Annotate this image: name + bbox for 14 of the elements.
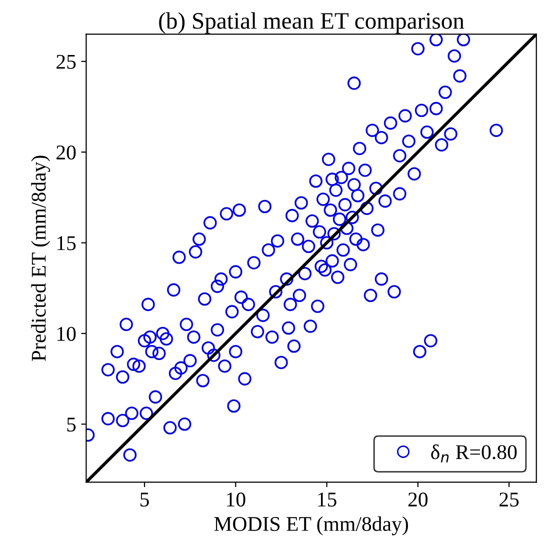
x-tick-label: 15	[318, 492, 336, 507]
y-tick-label: 5	[67, 418, 76, 432]
x-tick-label: 10	[227, 492, 246, 507]
y-tick-label: 20	[56, 145, 76, 160]
x-tick-label: 25	[500, 492, 519, 507]
y-tick-label: 15	[57, 236, 76, 250]
chart-title: (b) Spatial mean ET comparison	[159, 12, 464, 34]
y-axis-title: Predicted ET (mm/8day)	[31, 156, 50, 361]
y-tick-label: 10	[57, 326, 76, 341]
legend-label: δ$_{n}$ R=0.80	[431, 444, 517, 462]
x-tick-label: 20	[408, 492, 428, 507]
x-tick-label: 5	[140, 492, 149, 507]
y-tick-label: 25	[56, 54, 76, 69]
x-axis-title: MODIS ET (mm/8day)	[214, 516, 408, 536]
